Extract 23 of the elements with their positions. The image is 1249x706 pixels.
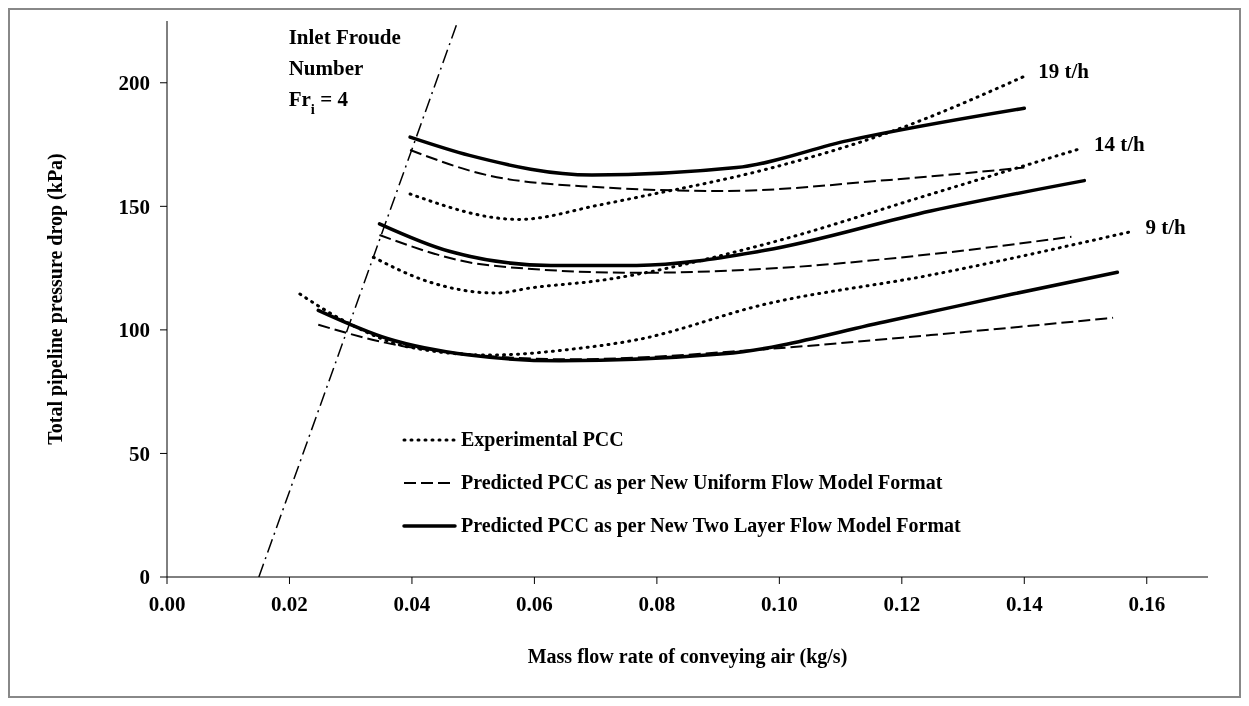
x-tick-label: 0.08 [638,591,676,616]
y-tick-label: 50 [129,441,150,466]
y-tick-label: 100 [118,318,150,343]
x-tick-label: 0.16 [1128,591,1166,616]
x-tick-label: 0.14 [1005,591,1044,616]
annotation: 9 t/h [1145,214,1187,239]
annotation: 19 t/h [1038,59,1090,84]
x-tick-label: 0.02 [271,591,308,616]
legend-label: Predicted PCC as per New Uniform Flow Model Format [461,471,943,494]
y-tick-label: 0 [139,565,150,590]
x-tick-label: 0.06 [516,591,553,616]
legend-label: Experimental PCC [461,428,624,451]
legend-label: Predicted PCC as per New Two Layer Flow Model Format [461,514,961,537]
x-tick-label: 0.04 [393,591,431,616]
x-axis-title: Mass flow rate of conveying air (kg/s) [527,645,848,668]
x-tick-label: 0.10 [760,591,798,616]
x-tick-label: 0.00 [148,591,186,616]
annotation: 14 t/h [1094,131,1146,156]
y-axis-title: Total pipeline pressure drop (kPa) [44,153,68,445]
y-tick-label: 150 [118,194,150,219]
x-tick-label: 0.12 [883,591,921,616]
annotation: Inlet Froude Number Fr$_{i}$ = 4 [288,24,401,117]
y-tick-label: 200 [118,71,150,96]
